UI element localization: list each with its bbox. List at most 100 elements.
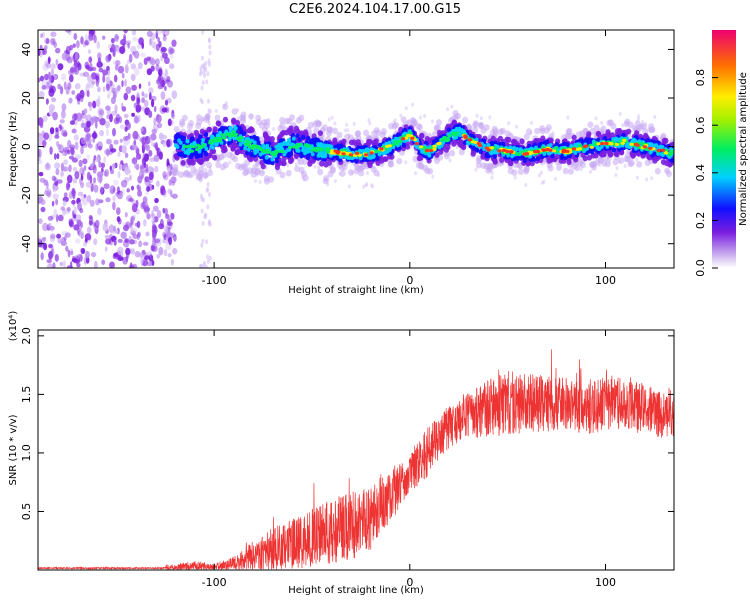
heatmap-cell <box>68 164 72 173</box>
heatmap-cell <box>148 250 152 258</box>
heatmap-cell <box>379 147 384 151</box>
heatmap-cell <box>250 146 255 150</box>
heatmap-cell <box>221 144 227 151</box>
heatmap-cell <box>70 120 75 125</box>
heatmap-cell <box>173 126 180 133</box>
heatmap-cell <box>121 80 124 88</box>
y-tick-label: 1.0 <box>20 444 33 462</box>
heatmap-cell <box>48 73 52 83</box>
heatmap-cell <box>652 157 658 164</box>
heatmap-cell <box>575 131 582 138</box>
colorbar-label: Normalized spectral amplitude <box>738 72 749 226</box>
heatmap-cell <box>123 137 130 146</box>
heatmap-cell <box>90 72 97 80</box>
colorbar-tick-label: 0.2 <box>694 212 707 230</box>
heatmap-cell <box>104 120 110 129</box>
heatmap-cell <box>146 177 150 182</box>
heatmap-cell <box>52 193 59 200</box>
heatmap-cell <box>50 85 56 94</box>
heatmap-cell <box>611 147 617 153</box>
heatmap-cell <box>197 145 203 149</box>
heatmap-cell <box>371 139 378 146</box>
heatmap-cell <box>207 61 211 67</box>
heatmap-cell <box>207 37 211 43</box>
heatmap-cell <box>216 133 221 138</box>
heatmap-cell <box>120 231 127 239</box>
x-tick-label: -100 <box>202 274 227 287</box>
heatmap-cell <box>294 162 298 167</box>
heatmap-cell <box>117 246 124 256</box>
heatmap-cell <box>206 126 212 133</box>
heatmap-cell <box>132 239 138 245</box>
heatmap-cell <box>41 85 47 90</box>
heatmap-cell <box>582 155 588 162</box>
heatmap-cell <box>97 86 101 93</box>
heatmap-cell <box>163 189 167 198</box>
heatmap-cell <box>155 180 160 187</box>
heatmap-cell <box>94 219 100 228</box>
heatmap-cell <box>238 126 243 131</box>
heatmap-cell <box>140 52 146 58</box>
heatmap-cell <box>625 152 631 159</box>
heatmap-cell <box>102 74 106 83</box>
heatmap-cell <box>99 129 104 137</box>
heatmap-cell <box>198 166 205 173</box>
heatmap-cell <box>74 141 79 150</box>
heatmap-cell <box>131 215 136 222</box>
heatmap-cell <box>181 114 188 122</box>
heatmap-cell <box>149 37 152 46</box>
heatmap-cell <box>115 60 121 66</box>
heatmap-cell <box>172 166 179 174</box>
heatmap-cell <box>40 206 46 213</box>
heatmap-cell <box>200 55 204 61</box>
heatmap-cell <box>38 90 45 99</box>
heatmap-cell <box>76 218 82 227</box>
heatmap-cell <box>55 58 59 66</box>
heatmap-cell <box>136 184 141 192</box>
heatmap-cell <box>106 138 112 145</box>
heatmap-cell <box>204 113 211 120</box>
heatmap-cell <box>201 137 206 143</box>
heatmap-cell <box>70 55 73 64</box>
y-tick-label: 20 <box>20 91 33 105</box>
heatmap-cell <box>44 163 51 171</box>
heatmap-cell <box>46 81 50 90</box>
heatmap-cell <box>120 180 128 188</box>
heatmap-cell <box>109 261 115 268</box>
heatmap-cell <box>51 97 57 103</box>
heatmap-cell <box>171 39 177 47</box>
heatmap-cell <box>121 72 125 79</box>
heatmap-cell <box>149 157 156 162</box>
heatmap-cell <box>270 141 276 148</box>
heatmap-cell <box>170 176 177 184</box>
heatmap-cell <box>153 216 159 223</box>
heatmap-cell <box>98 109 104 116</box>
heatmap-cell <box>164 99 169 106</box>
heatmap-cell <box>85 250 90 259</box>
heatmap-cell <box>38 196 44 204</box>
heatmap-cell <box>414 142 420 146</box>
heatmap-cell <box>400 137 406 141</box>
heatmap-cell <box>222 140 227 146</box>
heatmap-cell <box>66 149 71 155</box>
heatmap-cell <box>206 182 210 188</box>
heatmap-cell <box>419 145 424 149</box>
heatmap-cell <box>155 30 158 39</box>
heatmap-cell <box>303 143 309 147</box>
heatmap-cell <box>130 185 135 191</box>
heatmap-cell <box>397 139 403 143</box>
heatmap-cell <box>122 42 125 49</box>
heatmap-cell <box>89 104 92 112</box>
heatmap-cell <box>38 159 43 165</box>
heatmap-cell <box>446 107 450 112</box>
heatmap-cell <box>64 208 70 215</box>
heatmap-cell <box>121 106 127 112</box>
heatmap-cell <box>450 104 454 109</box>
heatmap-cell <box>624 118 631 126</box>
heatmap-cell <box>160 47 167 53</box>
heatmap-cell <box>59 119 65 124</box>
heatmap-cell <box>148 87 154 94</box>
heatmap-cell <box>162 35 167 42</box>
heatmap-cell <box>86 132 92 140</box>
heatmap-cell <box>618 157 625 164</box>
